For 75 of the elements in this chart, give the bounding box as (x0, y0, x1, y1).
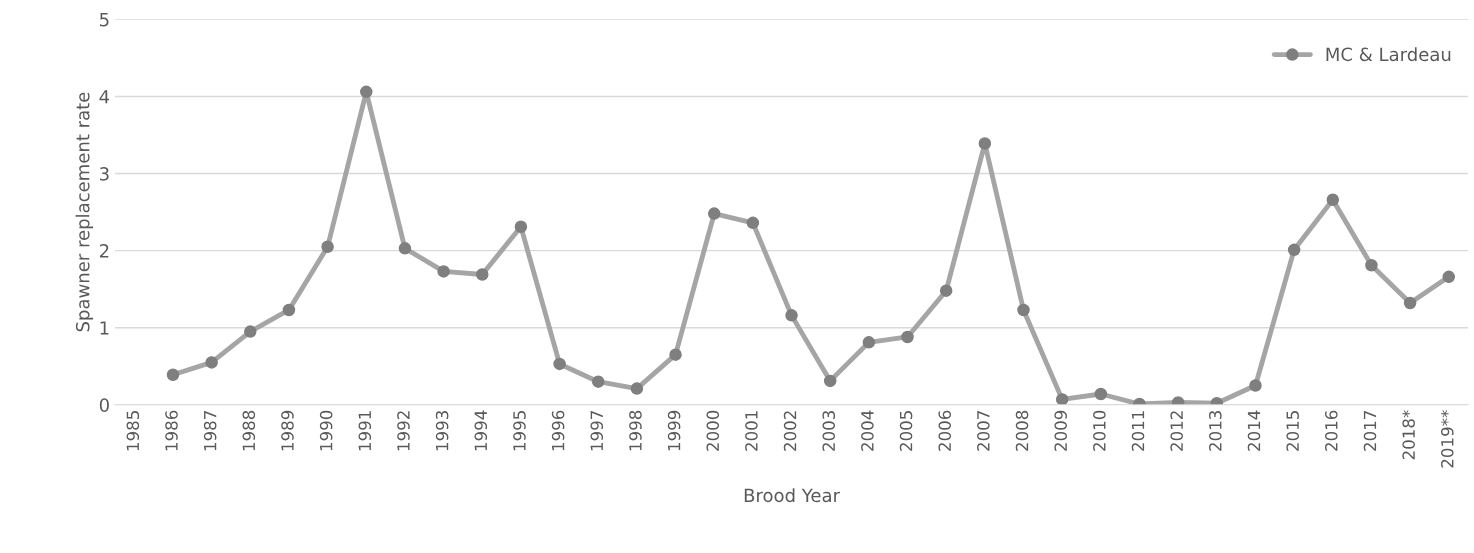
point (1017, 303, 1030, 317)
point (437, 265, 450, 278)
point (785, 309, 798, 322)
point (1403, 296, 1417, 310)
x-tick-label: 1994 (474, 410, 488, 451)
point (1326, 193, 1340, 206)
point (939, 284, 953, 297)
legend-label: MC & Lardeau (1326, 47, 1451, 62)
y-tick-label: 4 (99, 90, 110, 104)
x-tick-label: 1989 (281, 410, 294, 451)
point (1365, 259, 1378, 272)
point (862, 336, 876, 349)
x-tick-label: 2014 (1247, 410, 1261, 451)
x-tick-label: 1995 (513, 411, 526, 451)
x-tick-label: 2010 (1093, 410, 1106, 451)
x-tick-label: 1999 (667, 410, 681, 451)
point (978, 137, 992, 150)
x-tick-label: 2016 (1325, 410, 1338, 451)
x-tick-label: 2009 (1054, 410, 1067, 451)
point (823, 374, 837, 388)
x-tick-label: 2015 (1286, 411, 1299, 451)
point (669, 348, 682, 361)
x-tick-label: 2004 (861, 410, 874, 451)
x-tick-label: 2013 (1209, 410, 1222, 451)
x-tick-label: 1988 (242, 410, 256, 451)
point (746, 216, 760, 230)
x-tick-label: 1987 (203, 411, 217, 451)
point (1094, 387, 1108, 401)
point (1055, 393, 1069, 405)
point (514, 220, 528, 233)
y-tick-label: 2 (99, 244, 109, 258)
y-axis-title: Spawner replacement rate (75, 92, 94, 332)
x-tick-label: 1996 (551, 410, 565, 451)
x-tick-label: 2005 (899, 411, 913, 451)
x-tick-label: 2012 (1170, 411, 1183, 451)
x-tick-label: 1993 (435, 410, 449, 451)
point (166, 368, 180, 381)
x-tick-label: 2006 (938, 410, 952, 451)
x-tick-label: 2019** (1441, 410, 1454, 468)
x-tick-label: 1998 (629, 410, 642, 451)
point (1249, 379, 1262, 392)
point (205, 356, 218, 369)
x-tick-label: 2001 (745, 411, 758, 451)
x-tick-label: 2002 (783, 411, 797, 451)
y-tick-label: 5 (100, 13, 109, 27)
x-tick-label: 2017 (1363, 411, 1377, 451)
x-tick-label: 2008 (1015, 410, 1029, 451)
point (630, 382, 644, 395)
point (901, 330, 914, 344)
x-tick-label: 1985 (126, 411, 140, 451)
x-tick-label: 2000 (706, 410, 720, 451)
y-tick-label: 3 (100, 166, 109, 181)
point (707, 207, 721, 220)
x-tick-label: 1992 (397, 411, 410, 451)
x-tick-label: 2007 (977, 411, 990, 451)
x-tick-label: 1991 (358, 411, 372, 451)
point (1442, 270, 1456, 284)
point (398, 242, 412, 255)
point (282, 303, 296, 317)
x-axis-title: Brood Year (744, 488, 840, 503)
x-tick-label: 2018* (1402, 410, 1415, 460)
point (1287, 243, 1301, 257)
y-tick-label: 1 (100, 321, 109, 335)
x-tick-label: 1986 (165, 410, 178, 451)
point (360, 85, 373, 99)
x-tick-label: 1997 (590, 411, 604, 451)
point (475, 268, 489, 281)
y-tick-label: 0 (99, 398, 109, 412)
x-tick-label: 1990 (319, 410, 333, 451)
point (321, 240, 334, 254)
point (591, 375, 605, 388)
x-tick-label: 2003 (822, 410, 836, 451)
x-tick-label: 2011 (1131, 411, 1145, 451)
point (244, 325, 257, 338)
point (553, 357, 566, 371)
